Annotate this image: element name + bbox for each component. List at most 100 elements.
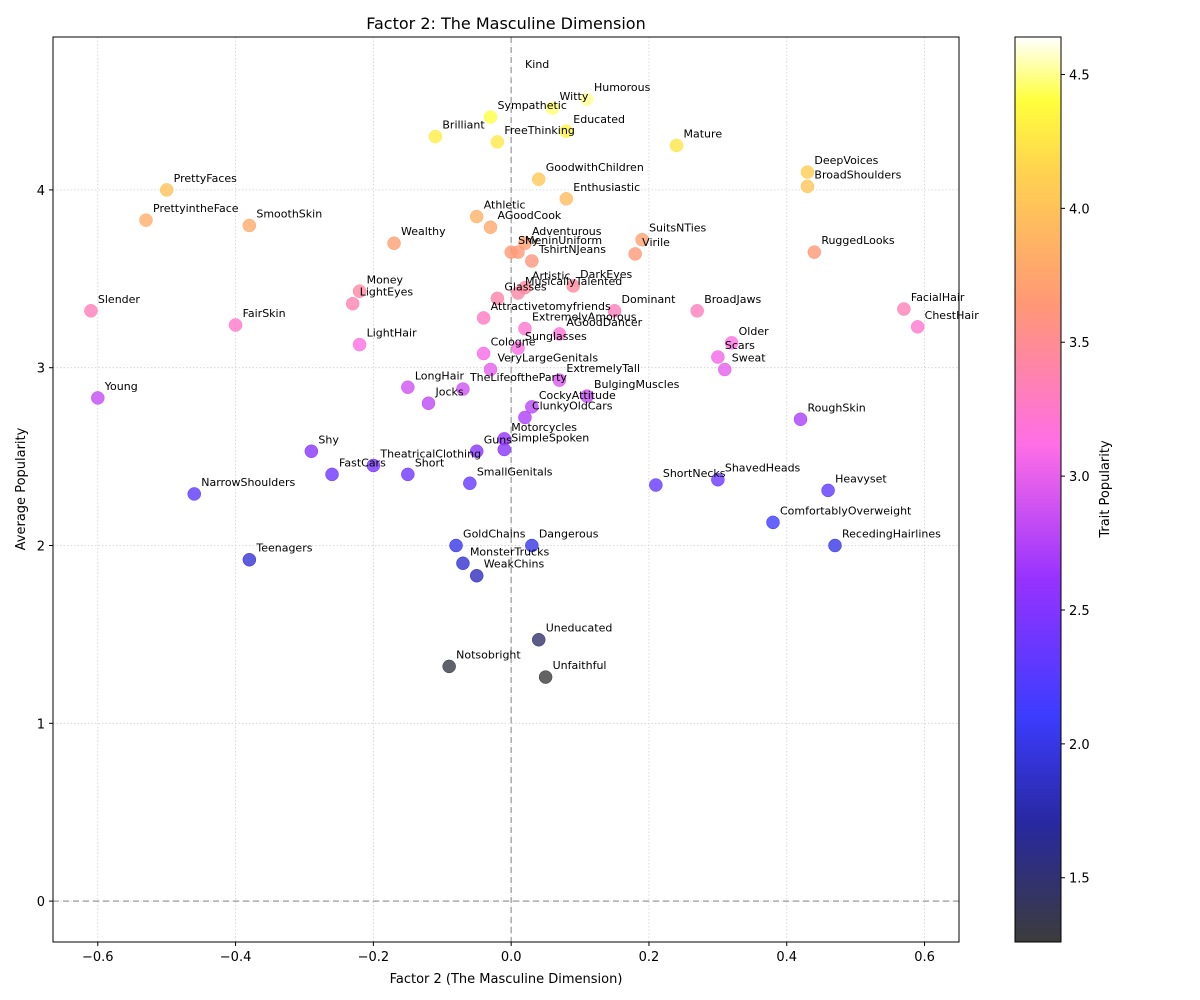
data-point — [580, 389, 594, 403]
data-point — [628, 247, 642, 261]
point-label: BroadShoulders — [814, 168, 901, 181]
data-point — [538, 670, 553, 684]
data-point — [559, 124, 574, 138]
data-point — [242, 218, 257, 233]
data-point — [525, 400, 539, 414]
colorbar-label: Trait Popularity — [1098, 440, 1113, 539]
point-label: Young — [104, 380, 138, 393]
data-point — [525, 254, 539, 268]
data-point — [821, 483, 835, 498]
point-label: SmallGenitals — [477, 465, 553, 478]
point-label: SimpleSpoken — [511, 431, 589, 444]
data-point — [580, 92, 594, 106]
data-point — [159, 183, 174, 197]
data-point — [566, 279, 580, 293]
data-point — [483, 220, 498, 234]
data-point — [483, 362, 498, 377]
data-point — [511, 286, 525, 300]
y-tick-label: 0 — [37, 895, 45, 910]
point-label: BulgingMuscles — [594, 378, 680, 391]
data-point — [525, 538, 539, 553]
y-axis-label: Average Popularity — [14, 427, 29, 550]
point-label: Virile — [642, 236, 670, 249]
point-label: PrettyintheFace — [153, 202, 239, 215]
point-label: Dominant — [622, 293, 677, 306]
data-point — [428, 129, 443, 144]
point-label: AGoodDancer — [566, 316, 642, 329]
point-label: Witty — [560, 90, 589, 103]
colorbar-tick-label: 3.5 — [1069, 336, 1090, 351]
point-label: Shy — [518, 234, 539, 247]
y-tick-label: 2 — [37, 540, 45, 555]
point-label: DarkEyes — [580, 268, 632, 281]
point-label: LightEyes — [360, 286, 414, 299]
point-label: TheLifeoftheParty — [469, 371, 567, 384]
colorbar-tick-label: 4.0 — [1069, 202, 1090, 217]
data-point — [717, 362, 732, 377]
data-point — [807, 245, 822, 259]
point-label: Kind — [525, 58, 549, 71]
x-tick-label: 0.4 — [776, 950, 797, 965]
data-point — [469, 568, 484, 583]
point-label: Unfaithful — [553, 659, 607, 672]
point-label: LightHair — [367, 327, 418, 340]
x-axis-label: Factor 2 (The Masculine Dimension) — [390, 972, 623, 987]
data-point — [84, 304, 98, 318]
data-point — [711, 472, 725, 487]
point-label: ChestHair — [925, 309, 980, 322]
data-point — [483, 110, 498, 124]
point-label: Scars — [725, 339, 755, 352]
point-label: Adventurous — [532, 225, 602, 238]
point-label: RoughSkin — [808, 401, 866, 414]
colorbar-tick-label: 2.0 — [1069, 738, 1090, 753]
data-point — [518, 410, 532, 425]
data-point — [187, 487, 201, 501]
y-axis-ticks: 0 1 2 3 4 — [37, 184, 53, 910]
colorbar-tick-label: 2.5 — [1069, 604, 1090, 619]
point-label: LongHair — [415, 369, 465, 382]
data-point — [387, 236, 401, 250]
point-label: Money — [367, 273, 404, 286]
data-point — [545, 101, 560, 115]
data-point — [649, 478, 663, 492]
x-tick-label: 0.6 — [914, 950, 935, 965]
data-point — [669, 138, 684, 153]
point-label: TshirtNJeans — [538, 243, 606, 256]
data-points — [84, 69, 925, 684]
data-point — [442, 659, 456, 674]
point-label: Mature — [684, 127, 723, 140]
data-point — [476, 311, 491, 325]
data-point — [469, 209, 484, 224]
point-label: Jocks — [434, 385, 463, 398]
data-point — [421, 396, 436, 411]
point-label: Dangerous — [539, 528, 599, 541]
data-point — [531, 632, 546, 647]
colorbar — [1014, 36, 1062, 943]
colorbar-tick-label: 4.5 — [1069, 68, 1090, 83]
point-label: AGoodCook — [497, 209, 561, 222]
data-point — [690, 304, 704, 318]
point-label: SmoothSkin — [256, 207, 322, 220]
data-point — [456, 382, 470, 396]
data-point — [469, 444, 484, 459]
data-point — [228, 318, 243, 332]
point-label: Sympathetic — [497, 99, 566, 112]
point-label: Uneducated — [546, 622, 613, 635]
colorbar-tick-label: 1.5 — [1069, 872, 1090, 887]
data-point — [511, 245, 525, 259]
point-label: Attractivetomyfriends — [491, 300, 611, 313]
point-label: FastCars — [339, 456, 386, 469]
data-point — [139, 213, 153, 227]
data-point — [91, 391, 105, 405]
point-label: ExtremelyTall — [566, 362, 640, 375]
x-tick-label: −0.6 — [82, 950, 114, 965]
point-label: VeryLargeGenitals — [497, 351, 598, 364]
data-point — [449, 538, 463, 553]
y-tick-label: 4 — [37, 184, 45, 199]
point-label: MeninUniform — [525, 234, 602, 247]
data-point — [828, 538, 842, 553]
x-tick-label: 0.2 — [639, 950, 660, 965]
point-label: MusicallyTalented — [525, 275, 622, 288]
